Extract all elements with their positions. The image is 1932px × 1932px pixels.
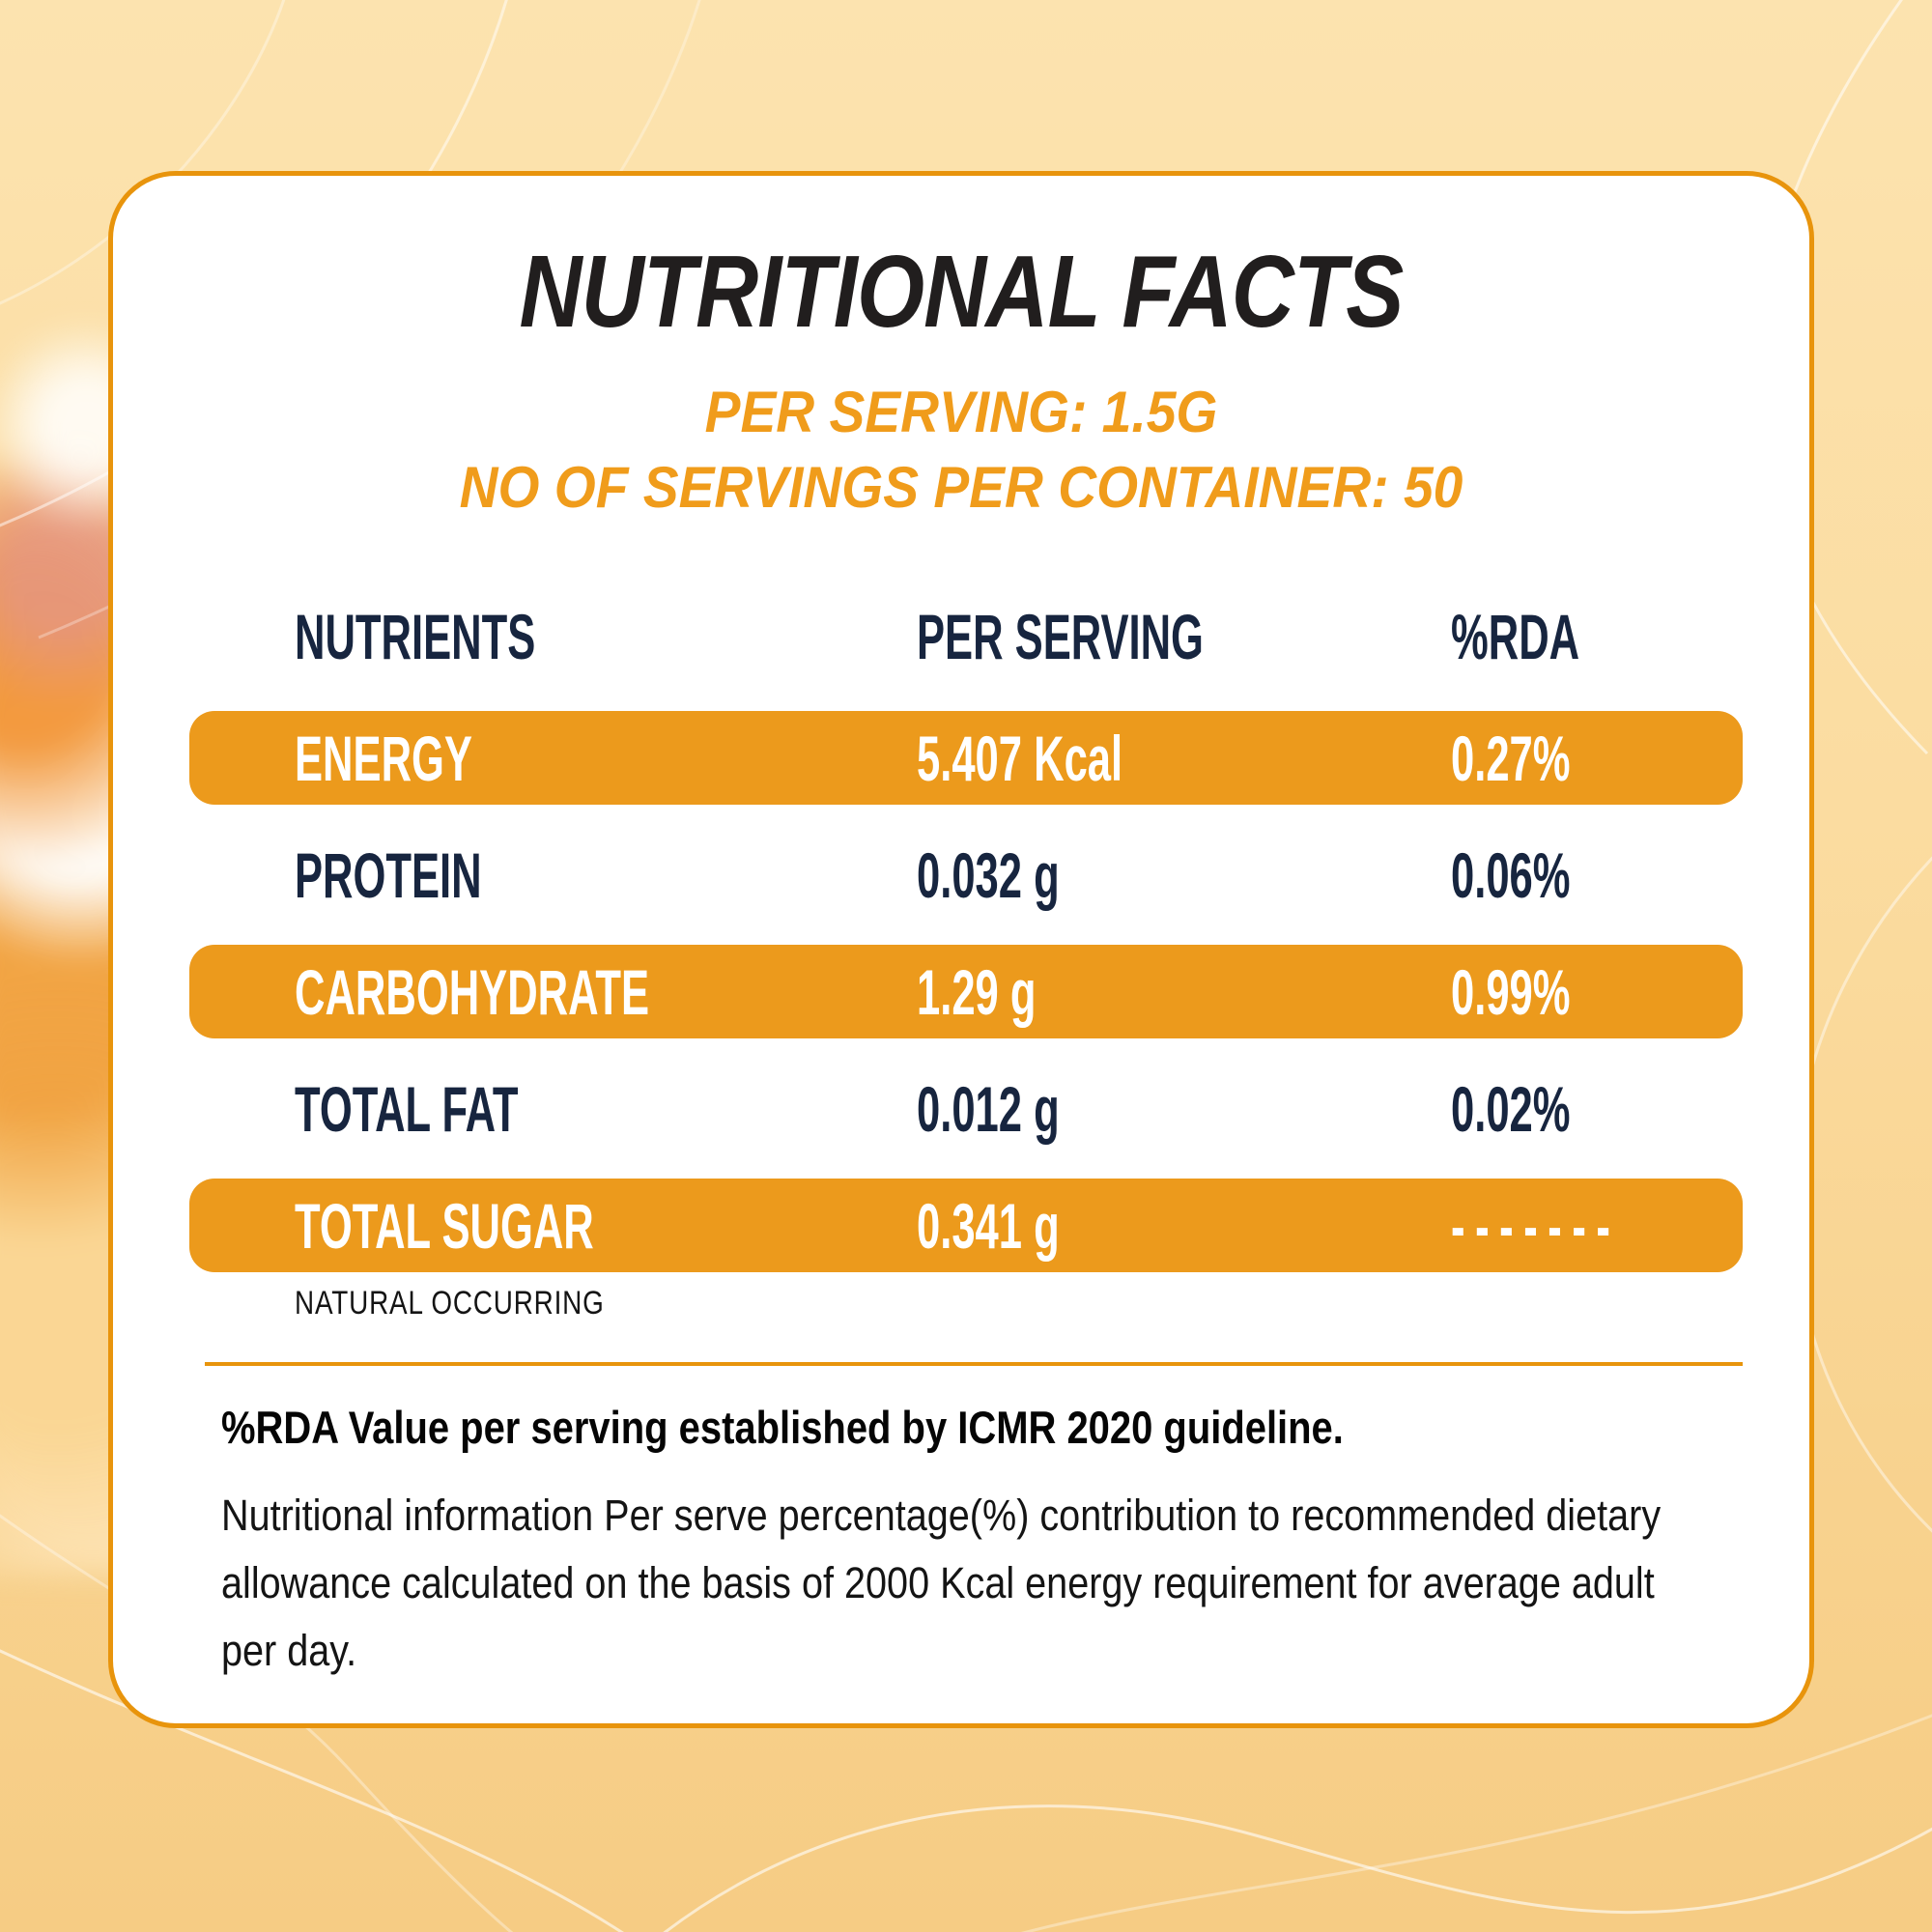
nutrient-name-cell: CARBOHYDRATE <box>295 955 650 1028</box>
header-rda: %RDA <box>1451 601 1580 672</box>
header-nutrients: NUTRIENTS <box>295 601 536 672</box>
table-header-row: NUTRIENTS PER SERVING %RDA <box>189 601 1743 672</box>
serving-size-subtitle: PER SERVING: 1.5G <box>704 380 1218 444</box>
rda-guideline-note: %RDA Value per serving established by IC… <box>221 1402 1344 1453</box>
page-title: NUTRITIONAL FACTS <box>519 235 1405 349</box>
nutrient-name-cell: TOTAL FAT <box>295 1072 519 1145</box>
per-serving-cell: 0.032 g <box>917 838 1060 911</box>
servings-per-container-subtitle: NO OF SERVINGS PER CONTAINER: 50 <box>459 455 1463 520</box>
rda-cell: 0.06% <box>1451 838 1571 911</box>
nutrition-facts-card: NUTRITIONAL FACTS PER SERVING: 1.5G NO O… <box>108 171 1814 1728</box>
table-row-carbohydrate: CARBOHYDRATE 1.29 g 0.99% <box>189 945 1743 1038</box>
rda-cell: 0.99% <box>1451 955 1571 1028</box>
disclaimer-paragraph: Nutritional information Per serve percen… <box>221 1491 1662 1675</box>
table-row-protein: PROTEIN 0.032 g 0.06% <box>189 828 1743 922</box>
rda-cell: 0.02% <box>1451 1072 1571 1145</box>
table-row-energy: ENERGY 5.407 Kcal 0.27% <box>189 711 1743 805</box>
table-row-total-sugar: TOTAL SUGAR 0.341 g ------- <box>189 1179 1743 1272</box>
rda-cell: 0.27% <box>1451 722 1571 794</box>
rda-cell: ------- <box>1451 1189 1621 1262</box>
nutrient-name-cell: PROTEIN <box>295 838 482 911</box>
table-row-total-fat: TOTAL FAT 0.012 g 0.02% <box>189 1062 1743 1155</box>
nutrient-name-cell: TOTAL SUGAR <box>295 1189 594 1262</box>
per-serving-cell: 1.29 g <box>917 955 1037 1028</box>
header-per-serving: PER SERVING <box>917 601 1204 672</box>
per-serving-cell: 5.407 Kcal <box>917 722 1123 794</box>
per-serving-cell: 0.012 g <box>917 1072 1060 1145</box>
divider-line <box>205 1362 1743 1366</box>
nutrient-name-cell: ENERGY <box>295 722 472 794</box>
natural-occurring-footnote: NATURAL OCCURRING <box>295 1285 605 1321</box>
per-serving-cell: 0.341 g <box>917 1189 1060 1262</box>
